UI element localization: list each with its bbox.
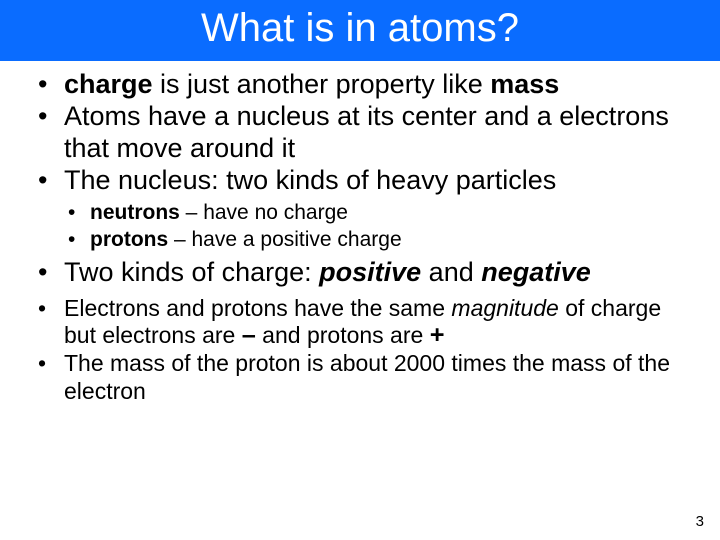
text-emphasis: positive xyxy=(319,257,421,287)
text: and protons are xyxy=(256,322,430,348)
text: and xyxy=(421,257,481,287)
bullet-item: neutrons – have no charge xyxy=(30,200,690,226)
bullet-item: Atoms have a nucleus at its center and a… xyxy=(30,101,690,165)
bullet-item: protons – have a positive charge xyxy=(30,227,690,253)
minus-sign: – xyxy=(242,321,256,349)
text-emphasis: negative xyxy=(481,257,591,287)
text: Two kinds of charge: xyxy=(64,257,319,287)
text-bold: mass xyxy=(490,69,559,99)
bullet-list-secondary: Electrons and protons have the same magn… xyxy=(30,295,690,405)
bullet-item: The nucleus: two kinds of heavy particle… xyxy=(30,165,690,197)
bullet-item: Two kinds of charge: positive and negati… xyxy=(30,257,690,289)
bullet-list-primary: charge is just another property like mas… xyxy=(30,69,690,196)
bullet-item: The mass of the proton is about 2000 tim… xyxy=(30,350,690,405)
page-number: 3 xyxy=(696,513,704,530)
text-bold: charge xyxy=(64,69,153,99)
text: – have a positive charge xyxy=(168,228,401,251)
title-bar: What is in atoms? xyxy=(0,0,720,61)
text: Electrons and protons have the same xyxy=(64,295,451,321)
plus-sign: + xyxy=(430,321,445,349)
text-bold: neutrons xyxy=(90,201,180,224)
bullet-item: charge is just another property like mas… xyxy=(30,69,690,101)
text-bold: protons xyxy=(90,228,168,251)
text: – have no charge xyxy=(180,201,348,224)
text: is just another property like xyxy=(153,69,491,99)
text-italic: magnitude xyxy=(451,295,558,321)
bullet-item: Electrons and protons have the same magn… xyxy=(30,295,690,350)
bullet-list-primary: Two kinds of charge: positive and negati… xyxy=(30,257,690,289)
bullet-list-sub: neutrons – have no charge protons – have… xyxy=(30,200,690,253)
slide-content: charge is just another property like mas… xyxy=(0,61,720,405)
slide-title: What is in atoms? xyxy=(0,6,720,51)
